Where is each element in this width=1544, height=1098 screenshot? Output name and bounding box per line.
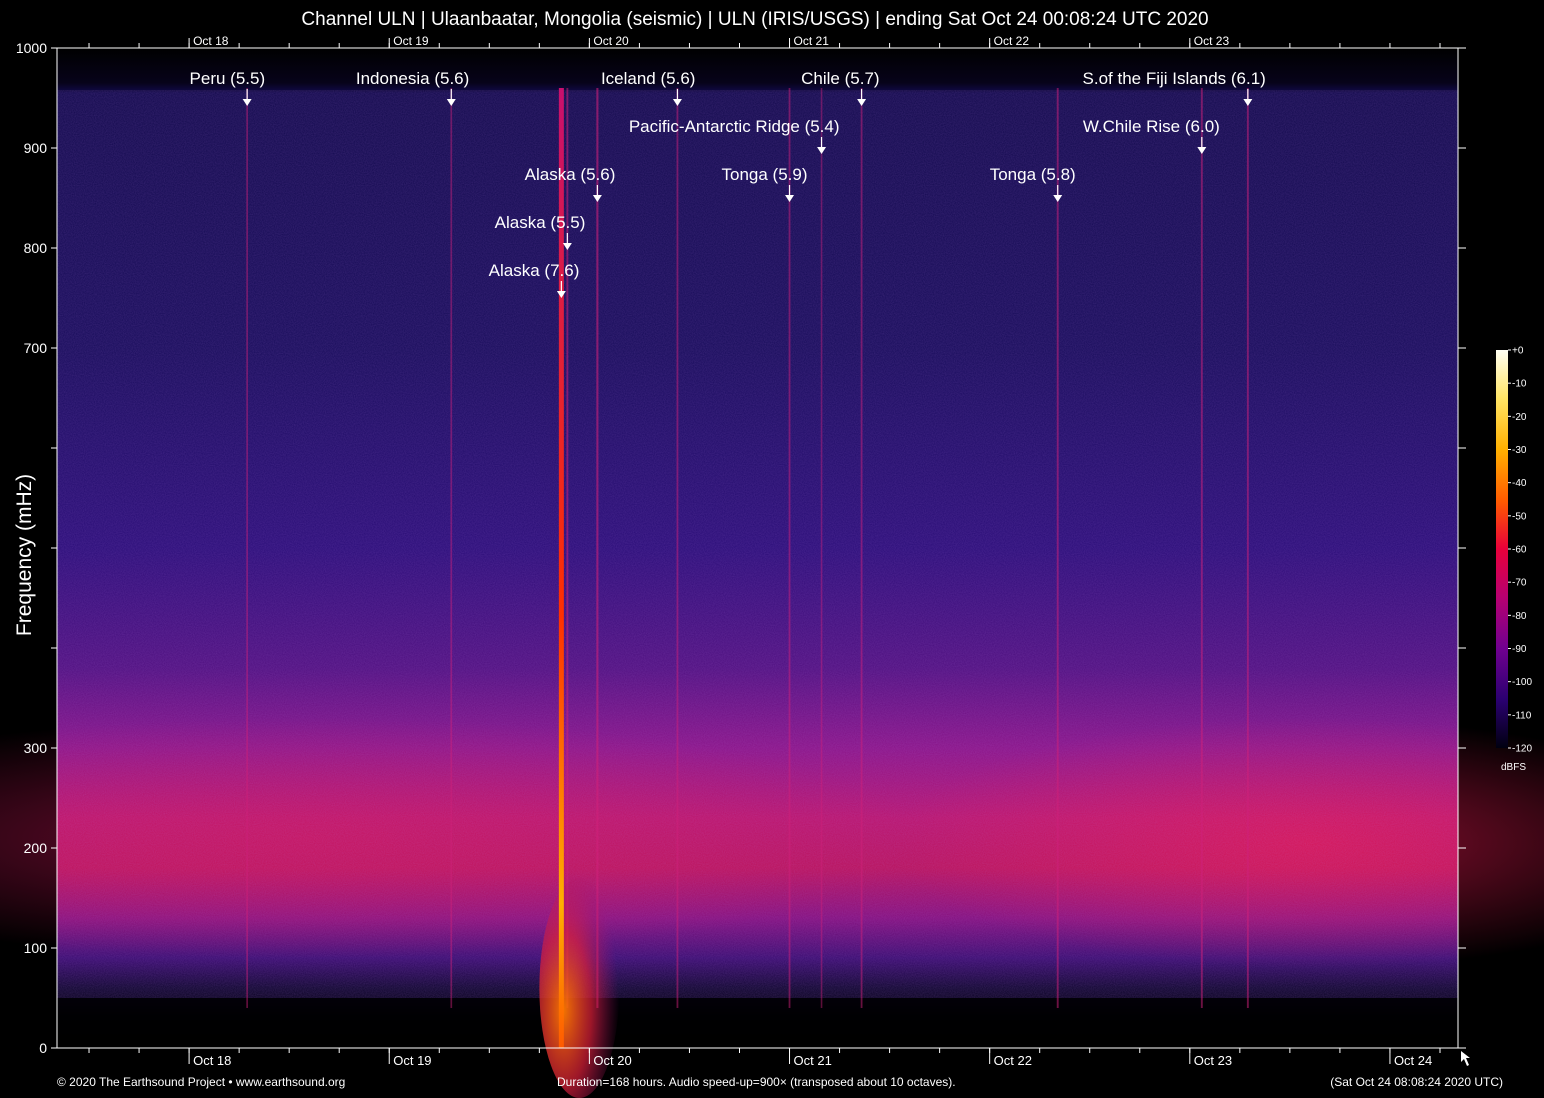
y-tick-label: 700 <box>24 340 48 356</box>
event-arrow-head <box>556 291 566 298</box>
colorbar-ramp <box>1496 350 1508 748</box>
quake-streak <box>1200 88 1203 1008</box>
event-label: Alaska (5.6) <box>525 165 616 184</box>
colorbar-tick-label: -50 <box>1512 511 1527 522</box>
quake-streak <box>820 88 823 1008</box>
event-label: W.Chile Rise (6.0) <box>1083 117 1220 136</box>
axes: 0 100 200 300 700 800 900 1000 Oct 18 Oct 19 Oct 2… <box>16 34 1470 1068</box>
event-arrow-head <box>1243 99 1253 106</box>
quake-streak <box>450 88 453 1008</box>
footer-timestamp: (Sat Oct 24 08:08:24 2020 UTC) <box>1330 1075 1503 1089</box>
quake-streak <box>676 88 679 1008</box>
event-arrow-head <box>672 99 682 106</box>
event-arrow-head <box>242 99 252 106</box>
quake-streak <box>566 88 569 1008</box>
quake-streak <box>246 88 248 1008</box>
quake-streaks <box>246 88 1249 1098</box>
event-arrow-head <box>817 147 827 154</box>
event-label: Pacific-Antarctic Ridge (5.4) <box>629 117 840 136</box>
event-label: S.of the Fiji Islands (6.1) <box>1083 69 1266 88</box>
event-arrow-head <box>1053 195 1063 202</box>
colorbar-tick-label: -120 <box>1512 744 1532 755</box>
event-label: Tonga (5.8) <box>990 165 1076 184</box>
quake-streak <box>1246 88 1249 1008</box>
x-tick-label-top: Oct 19 <box>393 34 429 48</box>
y-tick-label: 100 <box>24 940 48 956</box>
spectrogram-background <box>0 48 1544 1048</box>
y-tick-label: 800 <box>24 240 48 256</box>
y-axis-label: Frequency (mHz) <box>13 474 36 636</box>
colorbar-tick-label: -40 <box>1512 478 1527 489</box>
x-tick-label: Oct 22 <box>994 1053 1032 1068</box>
x-tick-label-top: Oct 21 <box>794 34 830 48</box>
y-tick-label: 0 <box>39 1040 47 1056</box>
event-label: Alaska (5.5) <box>495 213 586 232</box>
colorbar-tick-label: -60 <box>1512 545 1527 556</box>
event-arrow-head <box>446 99 456 106</box>
x-tick-label: Oct 20 <box>593 1053 631 1068</box>
colorbar-tick-label: -30 <box>1512 445 1527 456</box>
cursor-icon <box>1461 1051 1470 1066</box>
event-arrow-head <box>562 243 572 250</box>
chart-title: Channel ULN | Ulaanbaatar, Mongolia (sei… <box>301 9 1209 30</box>
colorbar-tick-label: -90 <box>1512 644 1527 655</box>
y-tick-label: 1000 <box>16 40 47 56</box>
event-annotations: Peru (5.5) Indonesia (5.6) Iceland (5.6) Ch… <box>190 69 1266 298</box>
colorbar-tick-label: -20 <box>1512 412 1527 423</box>
x-tick-label-top: Oct 23 <box>1194 34 1230 48</box>
quake-streak <box>596 88 599 1008</box>
low-freq-cutoff <box>57 998 1458 1048</box>
colorbar-tick-label: +0 <box>1512 346 1524 357</box>
x-tick-label: Oct 19 <box>393 1053 431 1068</box>
x-tick-label: Oct 18 <box>193 1053 231 1068</box>
event-label: Peru (5.5) <box>190 69 266 88</box>
y-tick-label: 200 <box>24 840 48 856</box>
colorbar-tick-label: -110 <box>1512 710 1532 721</box>
colorbar-tick-label: -70 <box>1512 578 1527 589</box>
x-tick-label: Oct 24 <box>1394 1053 1432 1068</box>
footer-duration: Duration=168 hours. Audio speed-up=900× … <box>557 1075 956 1089</box>
y-tick-label: 900 <box>24 140 48 156</box>
x-tick-label-top: Oct 22 <box>994 34 1030 48</box>
quake-streak-major <box>558 88 564 1048</box>
event-label: Chile (5.7) <box>801 69 879 88</box>
event-label: Indonesia (5.6) <box>356 69 469 88</box>
colorbar-unit-label: dBFS <box>1501 762 1527 773</box>
x-tick-label-top: Oct 18 <box>193 34 229 48</box>
x-tick-label-top: Oct 20 <box>593 34 629 48</box>
y-tick-label: 300 <box>24 740 48 756</box>
quake-streak <box>860 88 863 1008</box>
event-label: Alaska (7.6) <box>489 261 580 280</box>
colorbar-tick-label: -10 <box>1512 379 1527 390</box>
x-tick-label: Oct 23 <box>1194 1053 1232 1068</box>
event-label: Tonga (5.9) <box>722 165 808 184</box>
x-tick-label: Oct 21 <box>794 1053 832 1068</box>
quake-streak <box>1056 88 1059 1008</box>
event-arrow-head <box>785 195 795 202</box>
colorbar-tick-label: -80 <box>1512 611 1527 622</box>
event-arrow-head <box>592 195 602 202</box>
noise-grain <box>57 90 1458 998</box>
event-label: Iceland (5.6) <box>601 69 696 88</box>
event-arrow-head <box>1197 147 1207 154</box>
event-arrow-head <box>857 99 867 106</box>
footer-copyright: © 2020 The Earthsound Project • www.eart… <box>57 1075 346 1089</box>
colorbar-tick-label: -100 <box>1512 677 1532 688</box>
colorbar: +0 -10 -20 -30 -40 -50 -60 -70 -80 -90 -100 -110 -12… <box>1496 346 1532 755</box>
quake-streak <box>788 88 791 1008</box>
